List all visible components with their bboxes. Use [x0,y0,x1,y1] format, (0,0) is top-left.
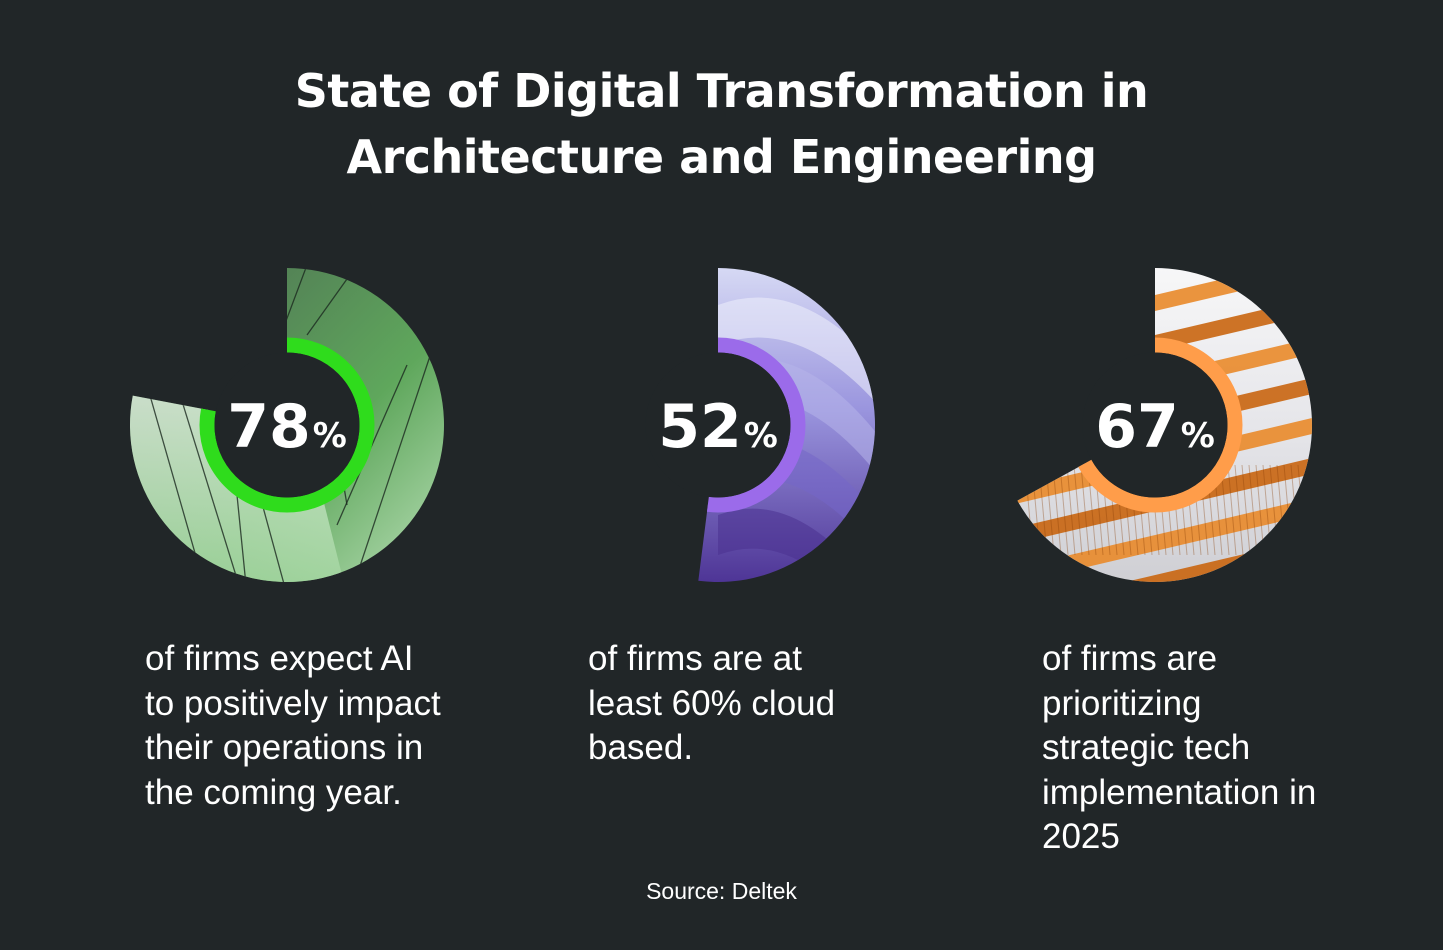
chart-title-line-2: Architecture and Engineering [346,130,1097,184]
donut-slice-3 [1017,268,1313,582]
percent-label-2: 52% [658,392,778,462]
source-note: Source: Deltek [646,878,797,904]
percent-label-1: 78% [227,392,347,462]
donut-center-3 [1082,352,1228,498]
donut-center-2 [645,352,791,498]
donut-chart-1: 78% [129,268,444,582]
chart-title: State of Digital Transformation in Archi… [0,58,1443,190]
percent-symbol-3: % [1181,416,1215,456]
description-cloud-based: of firms are at least 60% cloud based. [588,639,836,767]
percent-symbol-2: % [744,416,778,456]
donut-ring-3 [1067,337,1243,513]
description-strategic-tech: of firms are prioritizing strategic tech… [1042,639,1317,856]
percent-value-1: 78 [227,392,311,462]
donut-center-1 [214,352,360,498]
percent-symbol-1: % [313,416,347,456]
chart-title-line-1: State of Digital Transformation in [294,64,1149,118]
donut-ring-2 [630,337,806,513]
donut-chart-3: 67% [1017,268,1313,582]
donut-ring-1 [199,337,375,513]
percent-value-2: 52 [658,392,742,462]
percent-label-3: 67% [1095,392,1215,462]
description-ai-impact: of firms expect AI to positively impact … [145,639,441,812]
donut-chart-2: 52% [630,268,875,582]
percent-value-3: 67 [1095,392,1179,462]
